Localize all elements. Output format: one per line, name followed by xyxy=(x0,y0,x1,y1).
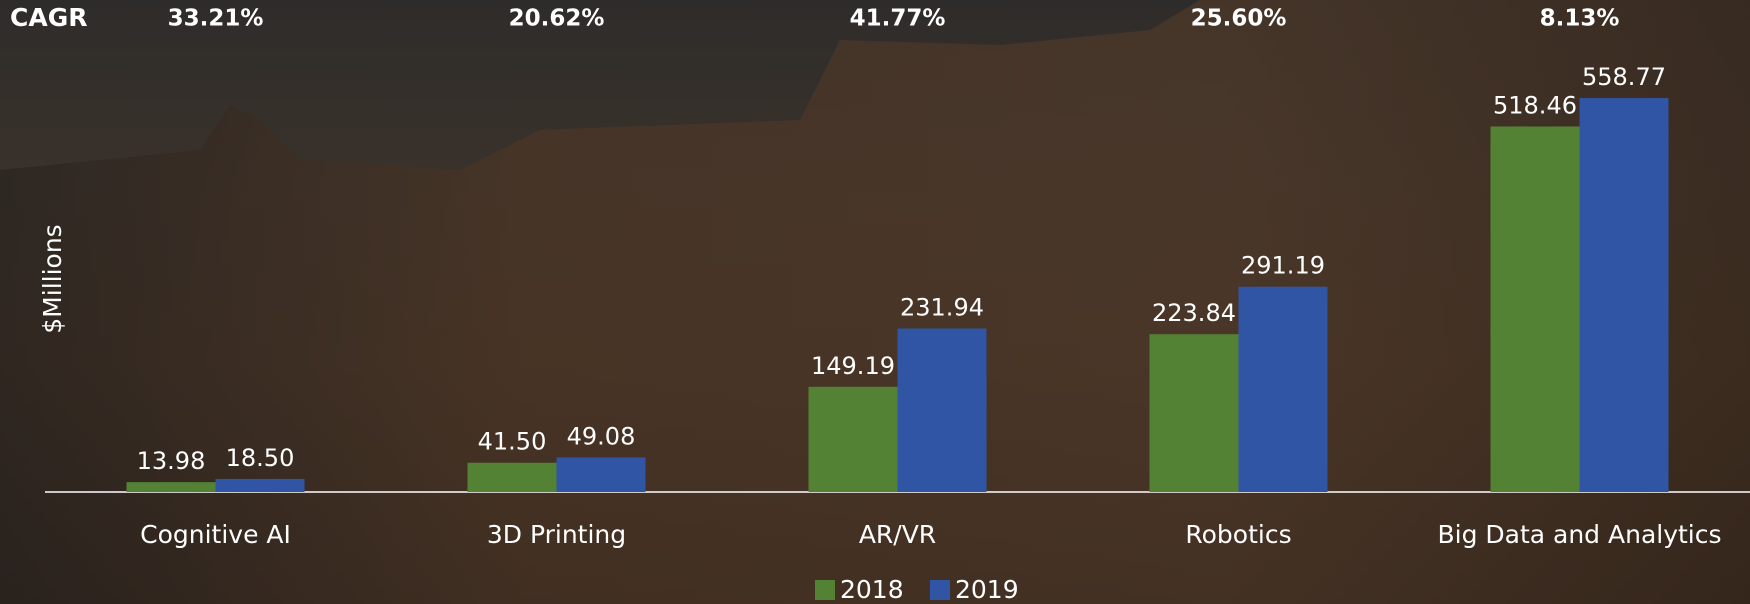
legend-swatch xyxy=(930,580,950,600)
cagr-value: 25.60% xyxy=(1191,6,1287,32)
data-label: 41.50 xyxy=(478,428,547,456)
data-label: 558.77 xyxy=(1582,63,1666,91)
x-tick-label: Robotics xyxy=(1185,520,1291,549)
bar xyxy=(1150,334,1239,492)
data-label: 291.19 xyxy=(1241,252,1325,280)
x-tick-label: Cognitive AI xyxy=(140,520,291,549)
x-tick-label: 3D Printing xyxy=(487,520,626,549)
chart: $Millions CAGR Cognitive AI 33.21% 13.98 18… xyxy=(0,0,1750,604)
data-label: 518.46 xyxy=(1493,91,1577,119)
cagr-value: 8.13% xyxy=(1540,6,1620,32)
cagr-value: 41.77% xyxy=(850,6,946,32)
legend-swatch xyxy=(815,580,835,600)
y-axis-label: $Millions xyxy=(38,224,67,333)
legend-label: 2019 xyxy=(955,575,1019,604)
data-label: 13.98 xyxy=(137,447,206,475)
data-label: 223.84 xyxy=(1152,299,1236,327)
bar xyxy=(1239,287,1328,492)
bar xyxy=(898,328,987,492)
data-label: 231.94 xyxy=(900,293,984,321)
bar xyxy=(1491,126,1580,492)
bar xyxy=(809,387,898,492)
bar xyxy=(468,463,557,492)
bar xyxy=(1580,98,1669,492)
x-tick-label: Big Data and Analytics xyxy=(1437,520,1721,549)
bar xyxy=(127,482,216,492)
cagr-title: CAGR xyxy=(10,3,87,32)
data-label: 49.08 xyxy=(567,422,636,450)
legend-label: 2018 xyxy=(840,575,904,604)
cagr-value: 20.62% xyxy=(509,6,605,32)
data-label: 149.19 xyxy=(811,352,895,380)
data-label: 18.50 xyxy=(226,444,295,472)
bar xyxy=(557,457,646,492)
bar xyxy=(216,479,305,492)
x-tick-label: AR/VR xyxy=(859,520,936,549)
cagr-value: 33.21% xyxy=(168,6,264,32)
